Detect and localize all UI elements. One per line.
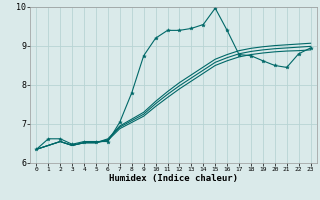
X-axis label: Humidex (Indice chaleur): Humidex (Indice chaleur) [109, 174, 238, 183]
